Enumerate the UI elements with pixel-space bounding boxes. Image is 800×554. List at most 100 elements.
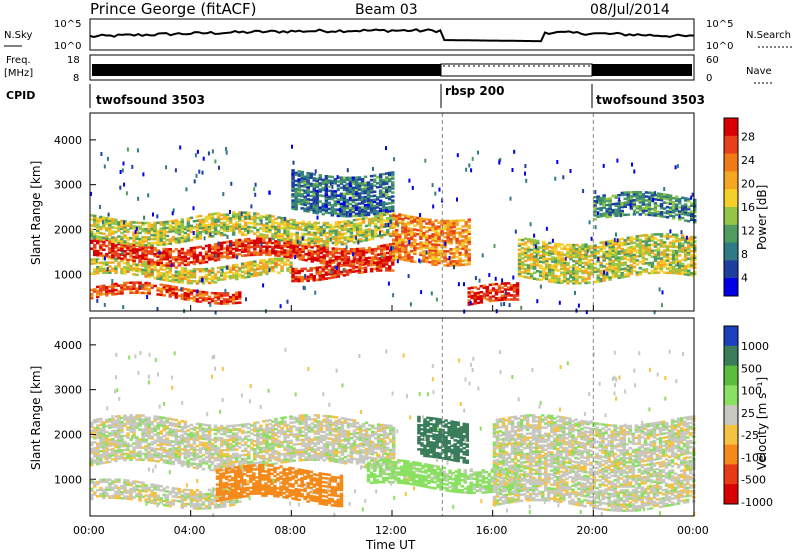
heatmap-cell — [117, 429, 121, 432]
heatmap-cell — [168, 230, 172, 233]
heatmap-cell — [671, 241, 676, 245]
heatmap-cell — [617, 276, 621, 280]
heatmap-cell — [120, 286, 124, 289]
heatmap-cell — [192, 236, 197, 239]
heatmap-cell — [340, 242, 345, 246]
heatmap-cell — [419, 213, 422, 217]
heatmap-cell — [476, 301, 481, 305]
heatmap-cell — [389, 253, 393, 256]
heatmap-cell — [219, 245, 224, 249]
heatmap-cell — [102, 443, 106, 446]
heatmap-cell — [198, 224, 203, 228]
heatmap-cell — [656, 196, 661, 199]
heatmap-cell — [147, 284, 151, 287]
heatmap-cell — [391, 187, 395, 190]
heatmap-cell — [520, 305, 523, 310]
heatmap-cell — [416, 243, 420, 246]
heatmap-cell — [455, 231, 459, 235]
heatmap-cell — [195, 235, 200, 239]
heatmap-cell — [265, 230, 269, 233]
heatmap-cell — [280, 223, 284, 226]
heatmap-cell — [520, 271, 525, 274]
heatmap-cell — [111, 279, 114, 283]
heatmap-cell — [620, 263, 624, 267]
heatmap-cell — [114, 449, 118, 453]
heatmap-cell — [509, 286, 514, 289]
heatmap-cell — [120, 440, 124, 444]
heatmap-cell — [93, 247, 97, 251]
heatmap-cell — [608, 270, 612, 273]
y-tick-label: 4000 — [54, 339, 82, 352]
heatmap-cell — [677, 242, 682, 245]
heatmap-cell — [204, 229, 209, 233]
heatmap-cell — [316, 247, 320, 250]
heatmap-cell — [623, 263, 627, 266]
heatmap-cell — [388, 269, 392, 272]
heatmap-cell — [174, 276, 179, 279]
heatmap-cell — [274, 263, 278, 267]
heatmap-cell — [102, 437, 106, 440]
heatmap-cell — [401, 256, 405, 259]
heatmap-cell — [590, 262, 594, 266]
heatmap-cell — [314, 290, 317, 295]
heatmap-cell — [599, 208, 603, 212]
heatmap-cell — [291, 183, 295, 186]
heatmap-cell — [620, 255, 624, 259]
heatmap-cell — [123, 249, 127, 253]
heatmap-cell — [327, 276, 332, 280]
heatmap-cell — [431, 255, 435, 258]
heatmap-cell — [545, 245, 549, 248]
heatmap-cell — [96, 293, 100, 297]
heatmap-cell — [297, 170, 301, 173]
heatmap-cell — [638, 209, 643, 212]
heatmap-cell — [108, 432, 112, 435]
heatmap-cell — [532, 245, 537, 248]
heatmap-cell — [647, 237, 652, 241]
heatmap-cell — [656, 263, 661, 266]
heatmap-cell — [204, 256, 209, 260]
heatmap-cell — [156, 255, 160, 258]
heatmap-cell — [395, 257, 399, 260]
heatmap-cell — [683, 257, 688, 260]
heatmap-cell — [312, 183, 316, 186]
heatmap-cell — [150, 286, 154, 289]
heatmap-cell — [566, 249, 570, 253]
heatmap-cell — [210, 255, 215, 259]
heatmap-cell — [467, 232, 471, 236]
heatmap-cell — [180, 247, 185, 251]
heatmap-cell — [303, 177, 307, 180]
heatmap-cell — [291, 269, 295, 273]
heatmap-cell — [626, 264, 631, 268]
heatmap-cell — [143, 215, 146, 220]
heatmap-cell — [372, 200, 377, 204]
heatmap-cell — [141, 229, 145, 233]
heatmap-cell — [676, 164, 679, 169]
heatmap-cell — [222, 221, 227, 225]
heatmap-cell — [626, 191, 631, 194]
heatmap-cell — [413, 252, 417, 256]
heatmap-cell — [304, 226, 308, 230]
heatmap-cell — [641, 258, 646, 261]
heatmap-cell — [268, 245, 272, 249]
freq-unit-label: [MHz] — [4, 68, 33, 79]
heatmap-cell — [174, 294, 179, 297]
heatmap-cell — [177, 239, 182, 242]
heatmap-cell — [325, 221, 330, 225]
heatmap-cell — [195, 268, 200, 271]
heatmap-cell — [225, 240, 230, 244]
heatmap-cell — [638, 199, 643, 202]
heatmap-cell — [376, 218, 381, 221]
heatmap-cell — [479, 297, 484, 300]
heatmap-cell — [174, 272, 179, 275]
heatmap-cell — [515, 288, 520, 291]
heatmap-cell — [132, 281, 136, 284]
heatmap-cell — [99, 265, 103, 269]
heatmap-cell — [96, 254, 100, 257]
heatmap-cell — [260, 220, 263, 225]
heatmap-cell — [342, 210, 347, 214]
heatmap-cell — [520, 275, 525, 278]
heatmap-cell — [369, 261, 374, 265]
heatmap-cell — [219, 217, 224, 221]
heatmap-cell — [337, 225, 342, 228]
heatmap-cell — [449, 250, 453, 253]
